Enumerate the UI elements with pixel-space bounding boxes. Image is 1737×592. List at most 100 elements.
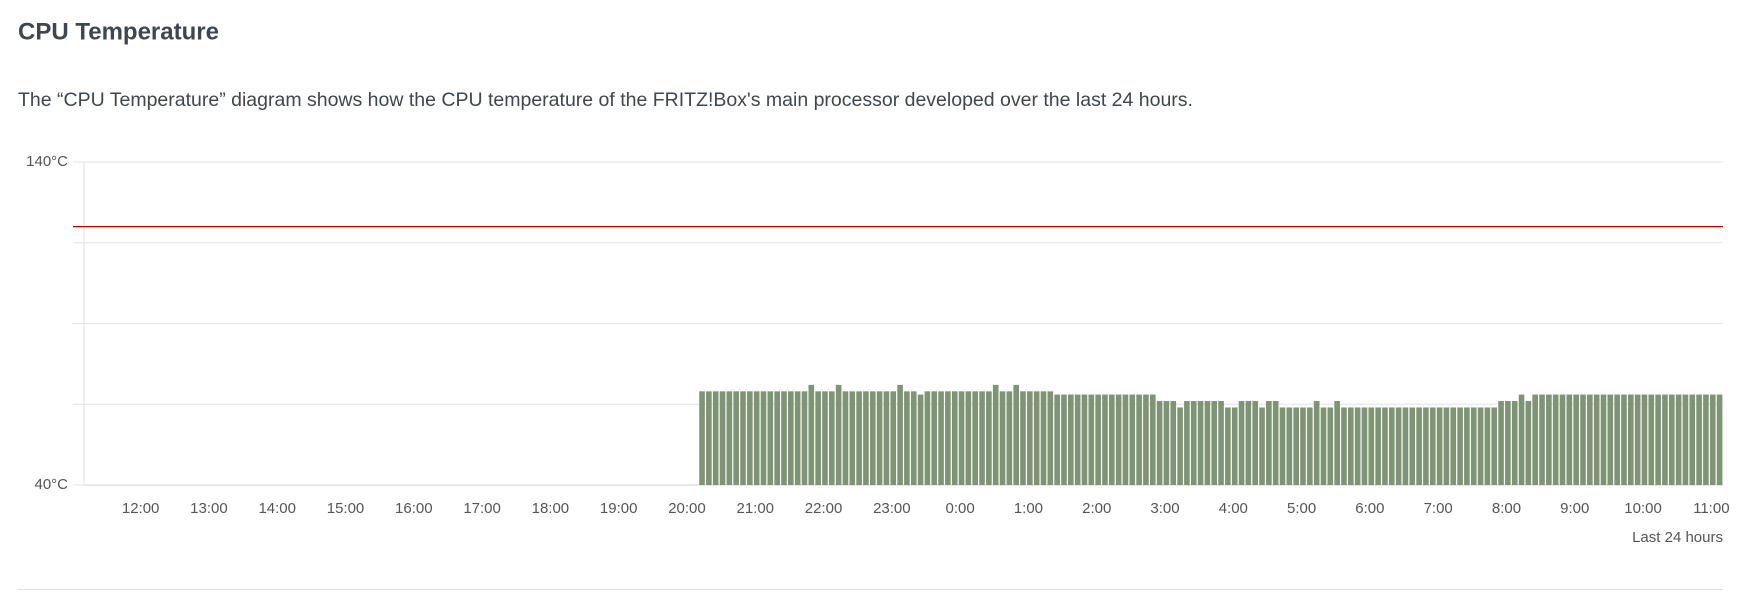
bar xyxy=(1375,407,1381,485)
bar xyxy=(1675,394,1682,485)
bar xyxy=(1552,394,1559,485)
bar xyxy=(815,391,821,485)
bar xyxy=(1518,394,1525,485)
bar xyxy=(1627,394,1634,485)
bar xyxy=(1655,394,1661,485)
bar xyxy=(863,391,869,485)
bar xyxy=(753,391,760,485)
bar xyxy=(747,391,753,485)
bar xyxy=(1047,391,1054,485)
bar xyxy=(801,391,808,485)
bar xyxy=(740,391,746,485)
x-tick-label: 1:00 xyxy=(1014,500,1043,517)
bar xyxy=(1416,407,1422,485)
bar xyxy=(1081,394,1088,485)
x-tick-label: 19:00 xyxy=(600,500,638,517)
bar xyxy=(1074,394,1081,485)
bar xyxy=(1395,407,1402,485)
bar xyxy=(1641,394,1648,485)
x-tick-label: 15:00 xyxy=(327,500,365,517)
x-tick-label: 3:00 xyxy=(1150,500,1179,517)
bar xyxy=(986,391,992,485)
bar xyxy=(1252,401,1259,485)
bar xyxy=(931,391,938,485)
bar xyxy=(1040,391,1047,485)
bar xyxy=(808,384,815,485)
bar xyxy=(1143,394,1149,485)
bar xyxy=(1061,394,1067,485)
bar xyxy=(1505,401,1511,485)
bar xyxy=(910,391,917,485)
bar xyxy=(958,391,965,485)
bar xyxy=(1696,394,1702,485)
x-tick-label: 18:00 xyxy=(532,500,570,517)
bar xyxy=(849,391,856,485)
bar xyxy=(1368,407,1375,485)
x-tick-label: 17:00 xyxy=(463,500,501,517)
bar xyxy=(767,391,774,485)
x-tick-label: 7:00 xyxy=(1424,500,1453,517)
bar xyxy=(794,391,801,485)
bar xyxy=(733,391,739,485)
x-tick-label: 5:00 xyxy=(1287,500,1316,517)
bar xyxy=(781,391,787,485)
bar xyxy=(788,391,794,485)
bar xyxy=(1559,394,1566,485)
description: The “CPU Temperature” diagram shows how … xyxy=(18,89,1193,111)
bar xyxy=(1320,407,1327,485)
bar xyxy=(951,391,958,485)
bar xyxy=(1484,407,1491,485)
bar xyxy=(1607,394,1614,485)
bar xyxy=(1703,394,1709,485)
bar xyxy=(1354,407,1361,485)
bar xyxy=(1272,401,1279,485)
bar xyxy=(1149,394,1156,485)
bar xyxy=(1382,407,1388,485)
bar xyxy=(904,391,910,485)
bar xyxy=(856,391,862,485)
bar xyxy=(1341,407,1347,485)
x-tick-label: 12:00 xyxy=(122,500,160,517)
x-tick-label: 8:00 xyxy=(1492,500,1521,517)
bar xyxy=(774,391,780,485)
bar xyxy=(1470,407,1477,485)
bar xyxy=(719,391,726,485)
bar xyxy=(1457,407,1463,485)
bar xyxy=(876,391,883,485)
bar xyxy=(1464,407,1470,485)
x-tick-label: 16:00 xyxy=(395,500,433,517)
bar xyxy=(965,391,972,485)
x-tick-label: 11:00 xyxy=(1693,500,1729,517)
y-tick-label: 40°C xyxy=(34,476,68,493)
bar xyxy=(924,391,931,485)
bar xyxy=(1115,394,1122,485)
x-tick-label: 6:00 xyxy=(1355,500,1384,517)
bar xyxy=(1170,401,1177,485)
bar xyxy=(999,391,1006,485)
bar xyxy=(1539,394,1545,485)
bar xyxy=(822,391,828,485)
bar xyxy=(1361,407,1368,485)
bar xyxy=(1293,407,1299,485)
bar xyxy=(1102,394,1108,485)
bar xyxy=(1327,407,1334,485)
bar xyxy=(1163,401,1170,485)
bar xyxy=(1068,394,1074,485)
bar xyxy=(1443,407,1450,485)
bar xyxy=(1095,394,1101,485)
bar xyxy=(1573,394,1579,485)
x-tick-label: 2:00 xyxy=(1082,500,1111,517)
bar xyxy=(883,391,890,485)
bar xyxy=(1477,407,1484,485)
bar xyxy=(1020,391,1026,485)
bar xyxy=(1580,394,1586,485)
bar xyxy=(1259,407,1265,485)
bar xyxy=(1388,407,1395,485)
bar xyxy=(835,384,842,485)
bar xyxy=(945,391,951,485)
bar xyxy=(1054,394,1060,485)
bar xyxy=(1231,407,1238,485)
bar xyxy=(1662,394,1668,485)
x-tick-label: 0:00 xyxy=(946,500,975,517)
bar xyxy=(1429,407,1436,485)
